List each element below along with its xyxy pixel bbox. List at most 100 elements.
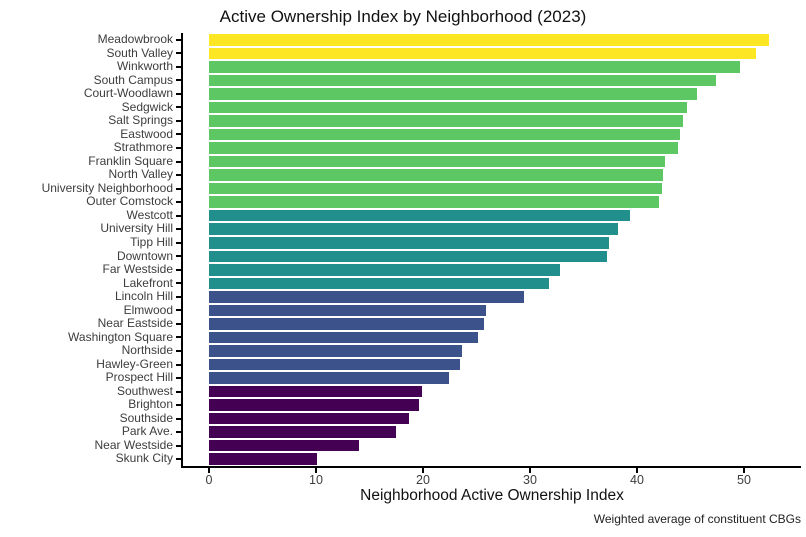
- y-axis-tick: [176, 349, 181, 352]
- bar-far-westside: [209, 264, 560, 276]
- y-axis-label: Washington Square: [68, 329, 173, 344]
- x-axis-tick-label: 20: [416, 473, 430, 487]
- y-axis-label: Elmwood: [123, 302, 173, 317]
- y-axis-tick: [176, 309, 181, 312]
- y-axis-tick: [176, 147, 181, 150]
- bar-university-hill: [209, 223, 618, 235]
- bar-brighton: [209, 399, 419, 411]
- y-axis-tick: [176, 255, 181, 258]
- bar-north-valley: [209, 169, 663, 181]
- y-axis-label: Skunk City: [115, 451, 173, 466]
- x-axis-tick: [636, 468, 638, 473]
- y-axis-tick: [176, 106, 181, 109]
- x-axis-tick-label: 30: [523, 473, 537, 487]
- y-axis-label: Court-Woodlawn: [83, 86, 173, 101]
- y-axis-label: Near Eastside: [97, 316, 173, 331]
- y-axis-tick: [176, 174, 181, 177]
- y-axis-tick: [176, 458, 181, 461]
- bar-southside: [209, 412, 410, 425]
- bar-eastwood: [209, 128, 680, 141]
- y-axis-label: Park Ave.: [121, 424, 173, 439]
- y-axis-tick: [176, 228, 181, 231]
- x-axis-title: Neighborhood Active Ownership Index: [360, 487, 624, 504]
- x-axis-tick: [422, 468, 424, 473]
- y-axis-tick: [176, 363, 181, 366]
- y-axis-label: University Neighborhood: [41, 180, 173, 195]
- y-axis-tick: [176, 38, 181, 41]
- bar-south-campus: [209, 74, 717, 87]
- y-axis-tick: [176, 268, 181, 271]
- chart-caption: Weighted average of constituent CBGs: [593, 512, 801, 526]
- bar-westcott: [209, 209, 630, 222]
- y-axis-label: Northside: [121, 343, 173, 358]
- bar-franklin-square: [209, 155, 665, 168]
- y-axis-label: Winkworth: [116, 59, 173, 74]
- y-axis-label: Salt Springs: [108, 113, 173, 128]
- y-axis-label: Brighton: [128, 397, 173, 412]
- x-axis-line: [181, 466, 801, 468]
- bar-prospect-hill: [209, 372, 449, 384]
- y-axis-tick: [176, 241, 181, 244]
- y-axis-tick: [176, 431, 181, 434]
- bar-near-westside: [209, 439, 359, 452]
- y-axis-tick: [176, 52, 181, 55]
- x-axis-tick: [529, 468, 531, 473]
- y-axis-line: [181, 33, 183, 468]
- y-axis-label: Eastwood: [120, 126, 173, 141]
- y-axis-tick: [176, 444, 181, 447]
- y-axis-label: Outer Comstock: [86, 194, 173, 209]
- y-axis-tick: [176, 65, 181, 68]
- bar-downtown: [209, 250, 608, 263]
- y-axis-label: Tipp Hill: [130, 234, 173, 249]
- y-axis-label: Franklin Square: [88, 153, 173, 168]
- y-axis-label: Lakefront: [122, 275, 173, 290]
- x-axis-tick: [315, 468, 317, 473]
- y-axis-label: Lincoln Hill: [114, 289, 173, 304]
- y-axis-label: Strathmore: [113, 140, 173, 155]
- bar-university-neighborhood: [209, 182, 662, 195]
- y-axis-label: Hawley-Green: [96, 356, 173, 371]
- x-axis-tick-label: 40: [630, 473, 644, 487]
- y-axis-label: North Valley: [108, 167, 173, 182]
- bar-court-woodlawn: [209, 88, 697, 100]
- x-axis-tick-label: 0: [205, 473, 213, 487]
- bar-strathmore: [209, 142, 678, 154]
- y-axis-tick: [176, 92, 181, 95]
- bar-sedgwick: [209, 101, 688, 114]
- y-axis-tick: [176, 417, 181, 420]
- bar-outer-comstock: [209, 196, 660, 208]
- bar-skunk-city: [209, 453, 318, 465]
- y-axis-tick: [176, 119, 181, 122]
- y-axis-label: Westcott: [126, 207, 173, 222]
- y-axis-tick: [176, 336, 181, 339]
- y-axis-tick: [176, 133, 181, 136]
- y-axis-tick: [176, 79, 181, 82]
- bar-near-eastside: [209, 318, 484, 330]
- bar-tipp-hill: [209, 236, 610, 249]
- x-axis-tick-label: 10: [309, 473, 323, 487]
- x-axis-tick: [743, 468, 745, 473]
- bar-salt-springs: [209, 115, 683, 127]
- chart-title: Active Ownership Index by Neighborhood (…: [219, 7, 587, 26]
- y-axis-label: Meadowbrook: [97, 32, 173, 46]
- bar-northside: [209, 345, 462, 357]
- y-axis-tick: [176, 295, 181, 298]
- x-axis-tick: [208, 468, 210, 473]
- y-axis-tick: [176, 214, 181, 217]
- x-axis-tick-label: 50: [737, 473, 751, 487]
- y-axis-label: South Campus: [93, 72, 173, 87]
- bar-south-valley: [209, 47, 756, 60]
- bar-lakefront: [209, 277, 550, 290]
- y-axis-tick: [176, 377, 181, 380]
- bar-meadowbrook: [209, 34, 769, 46]
- bar-park-ave-: [209, 426, 397, 438]
- y-axis-tick: [176, 390, 181, 393]
- y-axis-label: Southside: [119, 410, 173, 425]
- y-axis-tick: [176, 322, 181, 325]
- bar-southwest: [209, 385, 422, 398]
- y-axis-label: Sedgwick: [121, 99, 173, 114]
- bar-winkworth: [209, 61, 740, 73]
- y-axis-tick: [176, 187, 181, 190]
- bar-hawley-green: [209, 358, 461, 371]
